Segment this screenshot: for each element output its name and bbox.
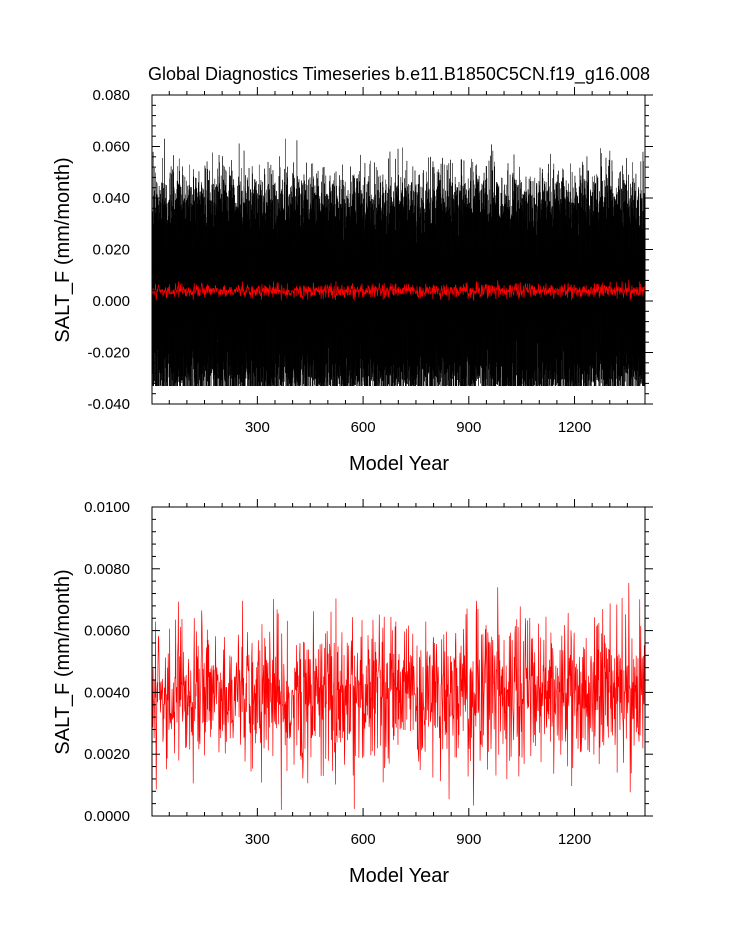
x-tick-label: 900 [456, 419, 481, 436]
series-line-annual [152, 279, 645, 301]
bottom-axes: 300 600 900 1200 0.0000 0.0020 0.0040 0.0060 0.0… [84, 499, 653, 848]
bottom-panel: 300 600 900 1200 0.0000 0.0020 0.0040 0.0060 0.0… [52, 499, 653, 887]
y-tick-label: 0.020 [92, 242, 130, 259]
x-tick-label: 600 [351, 831, 376, 848]
bottom-y-axis-label: SALT_F (mm/month) [52, 569, 74, 754]
x-tick-label: 600 [351, 419, 376, 436]
top-x-axis-label: Model Year [349, 453, 449, 475]
y-tick-label: -0.020 [87, 345, 130, 362]
y-tick-label: 0.0020 [84, 746, 130, 763]
y-tick-label: 0.080 [92, 87, 130, 104]
x-tick-label: 900 [456, 831, 481, 848]
bottom-x-axis-label: Model Year [349, 865, 449, 887]
y-tick-label: 0.0080 [84, 561, 130, 578]
y-tick-label: 0.0100 [84, 499, 130, 516]
series-line-monthly [152, 138, 645, 387]
x-tick-label: 300 [245, 831, 270, 848]
x-tick-label: 1200 [558, 419, 591, 436]
y-tick-label: 0.040 [92, 190, 130, 207]
y-tick-label: 0.0060 [84, 623, 130, 640]
y-tick-label: 0.0000 [84, 808, 130, 825]
bottom-plot-area [152, 583, 645, 810]
y-tick-label: 0.060 [92, 139, 130, 156]
top-panel: 300 600 900 1200 -0.040 -0.020 0.000 0.020 0.040… [52, 87, 653, 475]
y-tick-label: 0.000 [92, 293, 130, 310]
x-tick-label: 1200 [558, 831, 591, 848]
top-y-axis-label: SALT_F (mm/month) [52, 157, 74, 342]
top-plot-area [152, 138, 645, 387]
series-line-annual [152, 583, 645, 810]
chart-title: Global Diagnostics Timeseries b.e11.B185… [148, 64, 650, 85]
x-tick-label: 300 [245, 419, 270, 436]
y-tick-label: -0.040 [87, 396, 130, 413]
y-tick-label: 0.0040 [84, 684, 130, 701]
top-axes: 300 600 900 1200 -0.040 -0.020 0.000 0.020 0.040… [87, 87, 653, 436]
